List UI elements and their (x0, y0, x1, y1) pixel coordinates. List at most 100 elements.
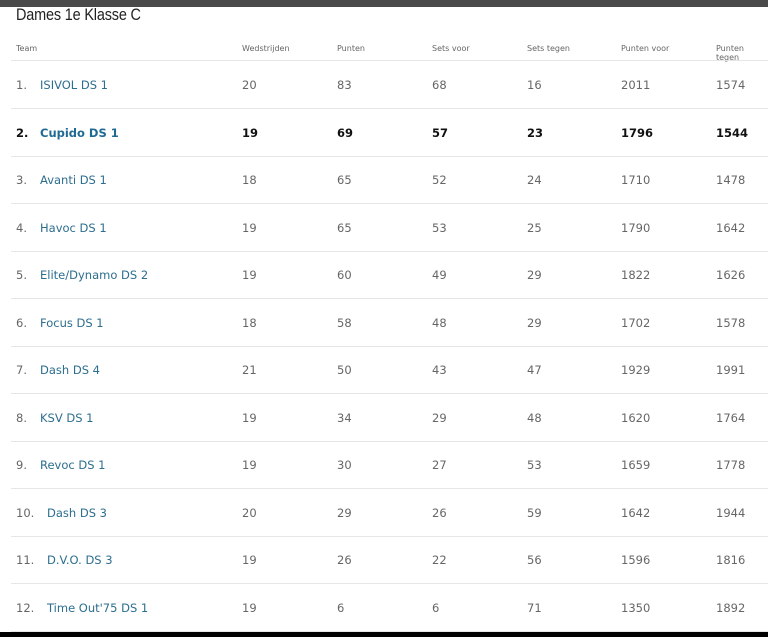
divider (11, 156, 768, 157)
sets-voor-value: 48 (432, 315, 447, 330)
punten-value: 65 (337, 220, 352, 235)
punten-value: 60 (337, 268, 352, 282)
punten-tegen-value: 1764 (716, 410, 746, 425)
punten-voor-value: 1620 (621, 410, 651, 425)
divider (11, 488, 768, 489)
column-header[interactable]: Sets tegen (527, 44, 570, 53)
punten-tegen-value: 1944 (716, 505, 746, 520)
punten-value: 65 (337, 173, 352, 187)
rank: 2. (16, 125, 29, 140)
wedstrijden-value: 19 (242, 268, 257, 282)
punten-tegen-value: 1778 (716, 458, 746, 472)
sets-tegen-value: 16 (527, 78, 542, 92)
punten-value: 29 (337, 505, 352, 520)
team-link[interactable]: ISIVOL DS 1 (40, 78, 108, 92)
team-link[interactable]: Time Out'75 DS 1 (47, 600, 149, 615)
sets-voor-value: 22 (432, 553, 447, 567)
punten-voor-value: 1350 (621, 600, 651, 615)
column-header[interactable]: Punten voor (621, 44, 670, 53)
wedstrijden-value: 19 (242, 553, 257, 567)
column-header[interactable]: Punten tegen (716, 44, 744, 62)
column-header[interactable]: Wedstrijden (242, 44, 290, 53)
wedstrijden-value: 20 (242, 78, 257, 92)
sets-tegen-value: 53 (527, 458, 542, 472)
column-header[interactable]: Sets voor (432, 44, 470, 53)
punten-tegen-value: 1544 (716, 125, 749, 140)
punten-tegen-value: 1991 (716, 363, 746, 377)
wedstrijden-value: 19 (242, 125, 259, 140)
rank: 8. (16, 410, 27, 425)
punten-value: 6 (337, 600, 345, 615)
punten-voor-value: 1710 (621, 173, 651, 187)
wedstrijden-value: 19 (242, 220, 257, 235)
sets-voor-value: 6 (432, 600, 440, 615)
sets-tegen-value: 71 (527, 600, 542, 615)
team-link[interactable]: D.V.O. DS 3 (47, 553, 113, 567)
browser-top-bar (0, 0, 768, 7)
sets-tegen-value: 48 (527, 410, 542, 425)
sets-tegen-value: 29 (527, 268, 542, 282)
divider (11, 631, 768, 632)
sets-voor-value: 49 (432, 268, 447, 282)
rank: 6. (16, 315, 27, 330)
rank: 11. (16, 553, 35, 567)
column-header[interactable]: Punten (337, 44, 365, 53)
wedstrijden-value: 19 (242, 410, 257, 425)
sets-tegen-value: 24 (527, 173, 542, 187)
rank: 10. (16, 505, 35, 520)
punten-tegen-value: 1816 (716, 553, 746, 567)
punten-tegen-value: 1626 (716, 268, 746, 282)
punten-value: 30 (337, 458, 352, 472)
divider (11, 60, 768, 61)
wedstrijden-value: 21 (242, 363, 257, 377)
wedstrijden-value: 19 (242, 600, 257, 615)
divider (11, 393, 768, 394)
sets-voor-value: 57 (432, 125, 449, 140)
sets-voor-value: 43 (432, 363, 447, 377)
punten-value: 50 (337, 363, 352, 377)
sets-voor-value: 52 (432, 173, 447, 187)
team-link[interactable]: Avanti DS 1 (40, 173, 107, 187)
sets-tegen-value: 59 (527, 505, 542, 520)
punten-value: 34 (337, 410, 352, 425)
punten-tegen-value: 1578 (716, 315, 746, 330)
page-title: Dames 1e Klasse C (16, 5, 141, 24)
punten-voor-value: 1796 (621, 125, 654, 140)
punten-voor-value: 1596 (621, 553, 651, 567)
sets-voor-value: 53 (432, 220, 447, 235)
wedstrijden-value: 18 (242, 315, 257, 330)
punten-tegen-value: 1642 (716, 220, 746, 235)
team-link[interactable]: Dash DS 4 (40, 363, 100, 377)
sets-voor-value: 29 (432, 410, 447, 425)
punten-tegen-value: 1478 (716, 173, 746, 187)
divider (11, 108, 768, 109)
team-link[interactable]: Elite/Dynamo DS 2 (40, 268, 149, 282)
rank: 9. (16, 458, 27, 472)
team-link[interactable]: Dash DS 3 (47, 505, 107, 520)
divider (11, 441, 768, 442)
team-link[interactable]: Cupido DS 1 (40, 125, 119, 140)
team-link[interactable]: Revoc DS 1 (40, 458, 106, 472)
sets-tegen-value: 47 (527, 363, 542, 377)
rank: 4. (16, 220, 27, 235)
punten-voor-value: 1822 (621, 268, 651, 282)
divider (11, 536, 768, 537)
divider (11, 203, 768, 204)
sets-voor-value: 68 (432, 78, 447, 92)
team-link[interactable]: Focus DS 1 (40, 315, 104, 330)
team-link[interactable]: Havoc DS 1 (40, 220, 107, 235)
punten-voor-value: 1702 (621, 315, 651, 330)
rank: 5. (16, 268, 27, 282)
sets-tegen-value: 56 (527, 553, 542, 567)
punten-voor-value: 1790 (621, 220, 651, 235)
sets-tegen-value: 25 (527, 220, 542, 235)
rank: 3. (16, 173, 27, 187)
column-header[interactable]: Team (16, 44, 38, 53)
sets-tegen-value: 23 (527, 125, 544, 140)
divider (11, 298, 768, 299)
divider (11, 251, 768, 252)
wedstrijden-value: 20 (242, 505, 257, 520)
punten-value: 83 (337, 78, 352, 92)
punten-voor-value: 1642 (621, 505, 651, 520)
team-link[interactable]: KSV DS 1 (40, 410, 94, 425)
